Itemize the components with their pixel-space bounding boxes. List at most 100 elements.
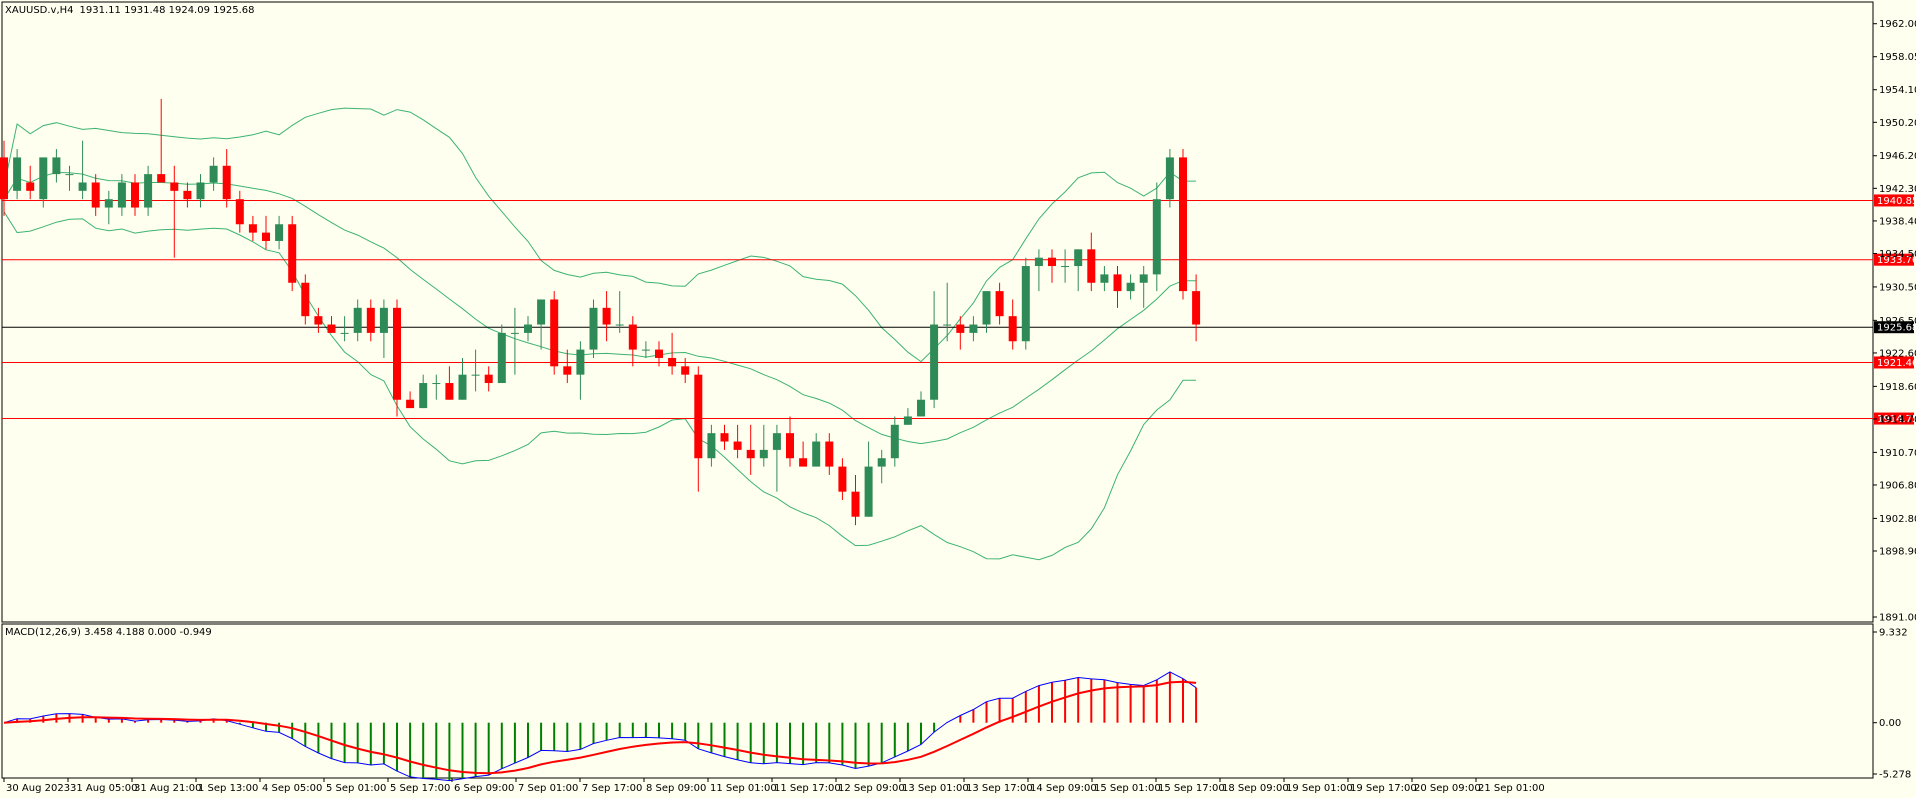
candle-bear <box>131 182 139 208</box>
candle-bull <box>419 383 428 409</box>
candle-bear <box>0 157 8 200</box>
candle-bear <box>1179 157 1187 292</box>
candle-bull <box>1061 266 1070 268</box>
candle-bull <box>510 332 519 334</box>
symbol-header: XAUUSD.v,H4 1931.11 1931.48 1924.09 1925.… <box>5 5 255 16</box>
candle-bull <box>930 324 939 400</box>
candle-bear <box>183 190 192 200</box>
candle-bull <box>1152 199 1161 275</box>
candle-bear <box>1087 249 1096 283</box>
candle-bull <box>458 374 467 400</box>
x-tick-label: 12 Sep 09:00 <box>838 783 905 794</box>
candle-bull <box>1165 157 1174 200</box>
x-tick-label: 5 Sep 01:00 <box>326 783 386 794</box>
candle-bear <box>550 299 559 367</box>
candle-bear <box>327 324 336 333</box>
candle-bear <box>995 291 1004 317</box>
candle-bull <box>877 458 886 467</box>
candle-bull <box>917 399 925 417</box>
x-tick-label: 1 Sep 13:00 <box>198 783 258 794</box>
x-tick-label: 14 Sep 09:00 <box>1030 783 1097 794</box>
candle-bull <box>1034 257 1043 267</box>
x-tick-label: 8 Sep 09:00 <box>646 783 706 794</box>
candle-bull <box>497 332 506 384</box>
x-tick-label: 13 Sep 01:00 <box>902 783 969 794</box>
candle-bear <box>1008 316 1017 342</box>
candle-bull <box>812 441 821 467</box>
y-tick-label: 1910.70 <box>1879 448 1916 459</box>
y-tick-label: 1938.40 <box>1879 216 1916 227</box>
level-tag-label: 1921.46 <box>1877 358 1916 369</box>
x-tick-label: 7 Sep 17:00 <box>582 783 642 794</box>
candle-bull <box>890 424 899 459</box>
candle-bull <box>537 299 546 325</box>
y-tick-label: 1946.20 <box>1879 151 1916 162</box>
y-tick-label: 1934.50 <box>1879 249 1916 260</box>
candle-bull <box>982 291 991 325</box>
candle-bull <box>104 199 113 208</box>
candle-bear <box>1192 291 1201 325</box>
candle-bull <box>759 449 768 459</box>
candle-bear <box>393 307 401 400</box>
macd-plot-frame <box>1 623 1874 779</box>
candle-bear <box>720 433 729 442</box>
candle-bear <box>563 366 572 375</box>
candle-bull <box>969 324 978 333</box>
candle-bull <box>78 182 87 191</box>
y-tick-label: 1954.10 <box>1879 85 1916 96</box>
x-tick-label: 11 Sep 01:00 <box>710 783 777 794</box>
candle-bull <box>589 307 598 350</box>
candlesticks <box>0 98 1201 526</box>
y-tick-label: 1958.05 <box>1879 52 1916 63</box>
candle-bear <box>314 316 323 325</box>
candle-bear <box>170 182 179 191</box>
candle-bull <box>943 324 952 326</box>
candle-bull <box>275 224 284 241</box>
candle-bear <box>956 324 965 333</box>
candle-bear <box>825 441 834 467</box>
candle-bear <box>222 165 231 200</box>
price-axis: 1962.00 1958.05 1954.10 1950.20 1946.20 1942.… <box>1873 19 1916 624</box>
candle-bear <box>1048 257 1056 267</box>
x-tick-label: 6 Sep 09:00 <box>454 783 514 794</box>
y-tick-label: 1918.60 <box>1879 382 1916 393</box>
candle-bear <box>262 232 270 241</box>
x-tick-label: 15 Sep 17:00 <box>1158 783 1225 794</box>
candle-bear <box>694 374 703 459</box>
macd-y-tick-label: 9.332 <box>1879 628 1908 639</box>
y-tick-label: 1922.60 <box>1879 348 1916 359</box>
candle-bull <box>903 416 912 425</box>
candle-bull <box>209 165 218 183</box>
x-tick-label: 20 Sep 09:00 <box>1414 783 1481 794</box>
candle-bear <box>681 366 690 375</box>
candle-bull <box>471 374 480 376</box>
x-tick-label: 13 Sep 17:00 <box>966 783 1033 794</box>
y-tick-label: 1898.90 <box>1879 546 1916 557</box>
candle-bull <box>524 324 532 333</box>
x-tick-label: 4 Sep 05:00 <box>262 783 322 794</box>
x-tick-label: 31 Aug 21:00 <box>134 783 201 794</box>
macd-y-tick-label: 0.00 <box>1879 718 1901 729</box>
y-tick-label: 1891.00 <box>1879 613 1916 624</box>
candle-bull <box>432 383 441 385</box>
candle-bull <box>772 433 781 450</box>
candle-bear <box>235 199 244 225</box>
candle-bull <box>144 174 153 208</box>
x-tick-label: 7 Sep 01:00 <box>518 783 578 794</box>
candle-bull <box>707 433 716 459</box>
candle-bull <box>1139 274 1148 283</box>
candle-bear <box>301 282 310 317</box>
candle-bear <box>746 449 755 459</box>
candle-bull <box>117 182 126 208</box>
candle-bear <box>655 349 663 358</box>
main-plot-frame <box>1 1 1874 623</box>
y-tick-label: 1906.80 <box>1879 480 1916 491</box>
y-tick-label: 1926.50 <box>1879 316 1916 327</box>
candle-bear <box>1113 274 1122 292</box>
level-tag <box>1874 253 1914 266</box>
candle-bull <box>1126 282 1135 292</box>
y-tick-label: 1962.00 <box>1879 19 1916 30</box>
level-tag <box>1874 412 1914 425</box>
candle-bull <box>1021 266 1030 342</box>
